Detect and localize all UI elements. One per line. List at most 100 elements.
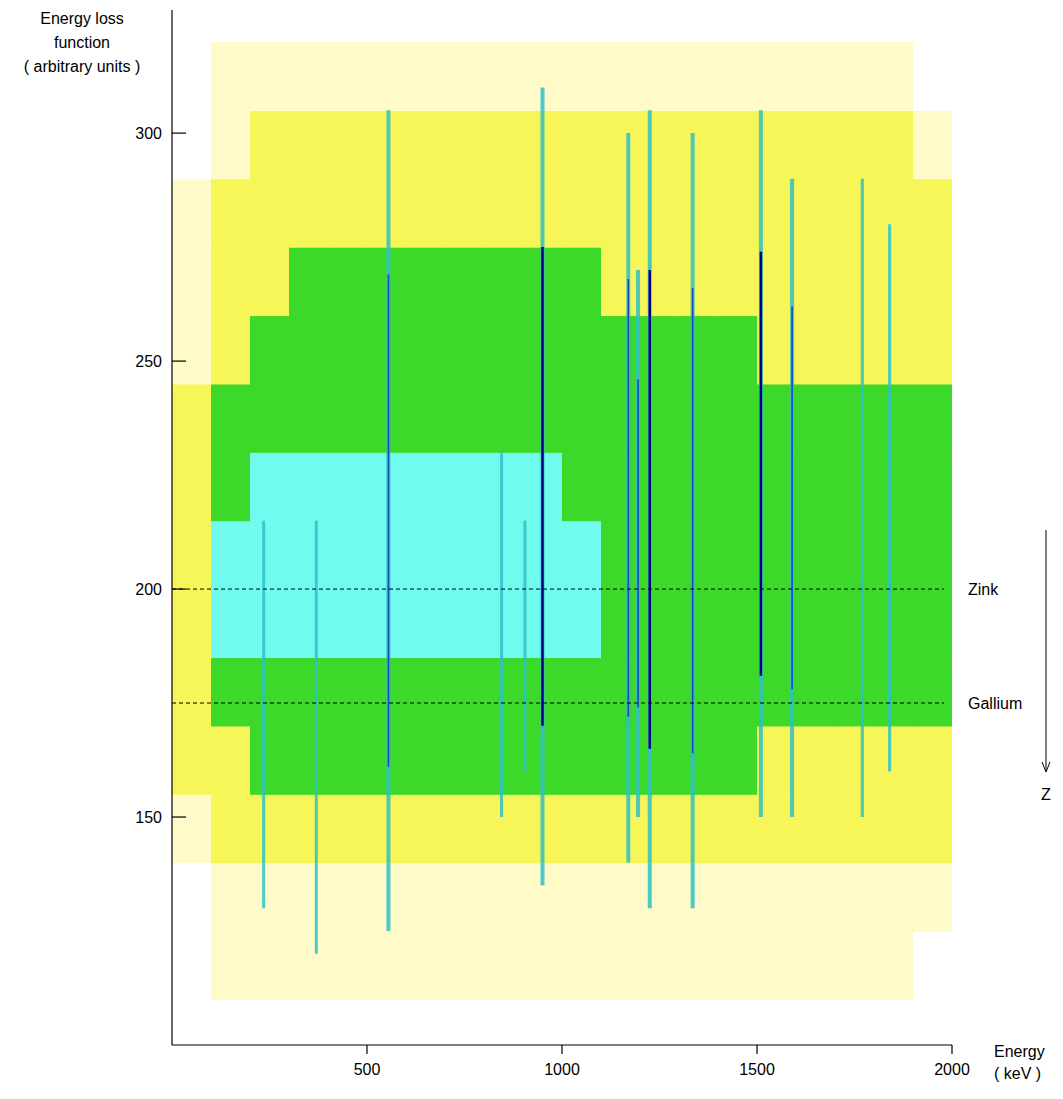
heat-cell (913, 794, 952, 863)
heat-cell (835, 42, 875, 111)
gamma-line-core (760, 252, 763, 676)
heat-cell (874, 179, 914, 248)
heat-cell (289, 42, 329, 111)
heat-cell (601, 931, 641, 1000)
heat-cell (289, 315, 329, 384)
y-axis-title: function (54, 34, 110, 51)
heat-cell (406, 931, 446, 1000)
heat-cell (796, 521, 836, 590)
heat-cell (406, 794, 446, 863)
heat-cell (484, 726, 524, 795)
x-tick (561, 1045, 562, 1054)
heat-cell (250, 931, 290, 1000)
heat-cell (484, 794, 524, 863)
x-tick (756, 1045, 757, 1054)
heat-cell (328, 384, 368, 453)
heat-cell (172, 42, 212, 111)
heat-cell (796, 384, 836, 453)
z-arrow: Z (1041, 530, 1051, 803)
heat-cell (874, 315, 914, 384)
gamma-line-halo (888, 224, 891, 771)
heat-cell (406, 42, 446, 111)
heat-cell (562, 794, 602, 863)
heat-cell (562, 42, 602, 111)
heat-cell (718, 521, 758, 590)
heat-cell (172, 931, 212, 1000)
heat-cell (172, 589, 212, 658)
heat-cell (679, 452, 719, 521)
heat-cell (406, 521, 446, 590)
heat-cell (445, 110, 485, 179)
heat-cell (913, 179, 952, 248)
heat-cell (835, 315, 875, 384)
heat-cell (874, 794, 914, 863)
heat-cell (328, 179, 368, 248)
heat-cell (445, 589, 485, 658)
heat-cell (913, 110, 952, 179)
heat-cell (406, 452, 446, 521)
gamma-line (792, 179, 793, 817)
heat-cell (445, 452, 485, 521)
heat-cell (211, 110, 251, 179)
heat-cell (406, 315, 446, 384)
heat-cell (679, 726, 719, 795)
gamma-line-halo (386, 110, 390, 931)
gamma-line (501, 452, 502, 817)
arrow-label: Z (1041, 786, 1051, 803)
heat-cell (796, 726, 836, 795)
heat-cell (562, 315, 602, 384)
heat-cell (289, 726, 329, 795)
heat-cell (718, 247, 758, 316)
heat-cell (406, 384, 446, 453)
gamma-line-halo (636, 270, 640, 817)
chart: 150200250300500100015002000Energy lossfu… (0, 0, 1063, 1099)
heat-cell (406, 657, 446, 726)
heat-cell (445, 794, 485, 863)
heat-cell (484, 521, 524, 590)
heat-cell (562, 726, 602, 795)
gamma-line-core (649, 270, 652, 749)
heat-cell (835, 589, 875, 658)
heat-cell (835, 384, 875, 453)
heat-cell (601, 726, 641, 795)
heat-cell (913, 42, 952, 111)
heat-cell (718, 794, 758, 863)
heat-cell (562, 931, 602, 1000)
gamma-line (628, 133, 629, 863)
heat-cell (250, 452, 290, 521)
heat-cell (367, 42, 407, 111)
gamma-line-core (627, 279, 629, 717)
heat-cell (328, 931, 368, 1000)
heat-cell (367, 931, 407, 1000)
heat-cell (601, 110, 641, 179)
heat-cell (718, 452, 758, 521)
heat-cell (484, 452, 524, 521)
heat-cell (601, 247, 641, 316)
gamma-line-halo (626, 133, 630, 863)
heat-cell (211, 42, 251, 111)
heat-cell (211, 521, 251, 590)
heat-cell (679, 657, 719, 726)
heat-cell (601, 863, 641, 932)
heat-cell (289, 247, 329, 316)
heat-cell (679, 794, 719, 863)
gamma-line (649, 110, 650, 908)
heat-cell (640, 931, 680, 1000)
heat-cell (250, 657, 290, 726)
heat-cell (445, 863, 485, 932)
heat-cell (328, 794, 368, 863)
heat-cell (172, 315, 212, 384)
heat-cell (679, 110, 719, 179)
heat-cell (913, 452, 952, 521)
heat-cell (289, 589, 329, 658)
gamma-line-halo (790, 179, 794, 817)
heat-cell (718, 315, 758, 384)
heat-cell (679, 863, 719, 932)
heat-cell (211, 931, 251, 1000)
heat-cell (679, 521, 719, 590)
heat-cell (328, 110, 368, 179)
heat-cell (250, 179, 290, 248)
heat-cell (796, 657, 836, 726)
heat-cell (289, 110, 329, 179)
heat-cell (484, 247, 524, 316)
